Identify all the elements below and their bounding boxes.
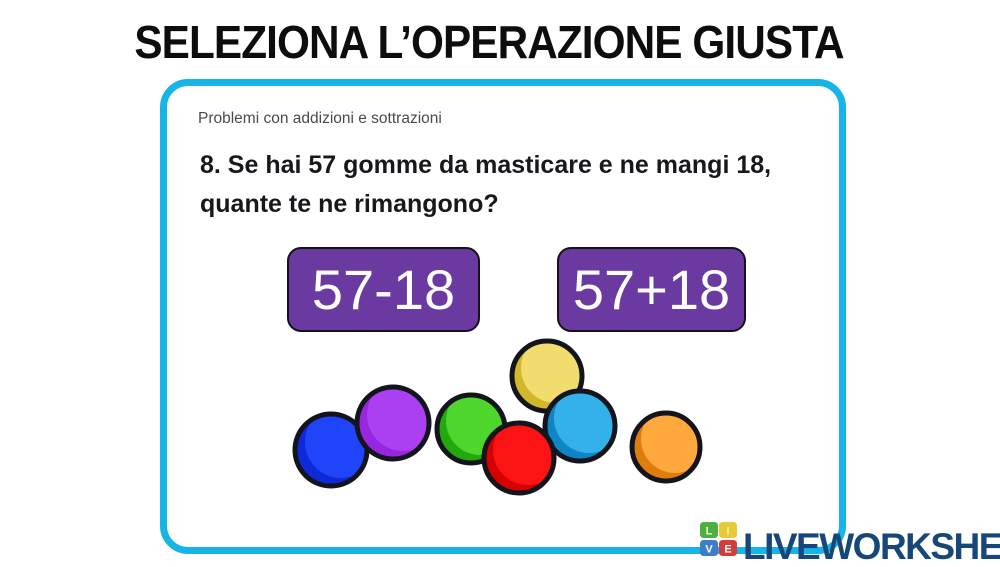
svg-text:V: V (705, 544, 713, 556)
svg-text:E: E (724, 544, 731, 556)
svg-text:I: I (726, 526, 729, 538)
svg-text:LIVEWORKSHEETS: LIVEWORKSHEETS (743, 526, 1000, 567)
svg-text:L: L (706, 526, 713, 538)
